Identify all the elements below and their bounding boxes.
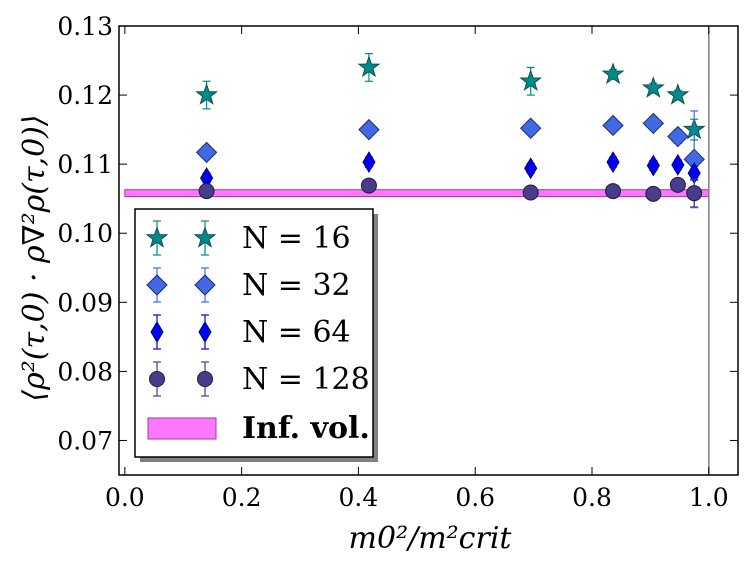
point-n16-1 xyxy=(357,55,381,78)
point-n64-1 xyxy=(362,151,376,174)
point-n32-0 xyxy=(195,141,218,164)
y-tick-label-4: 0.11 xyxy=(57,150,113,179)
point-n32-1 xyxy=(358,118,380,141)
legend-box xyxy=(134,208,374,458)
y-axis-title-group: ⟨ρ²(τ,0) · ρ∇²ρ(τ,0)⟩ xyxy=(17,114,52,401)
point-n128-6 xyxy=(686,185,703,202)
point-n128-1 xyxy=(360,177,377,194)
point-n128-5 xyxy=(669,176,686,193)
x-tick-label-1: 0.2 xyxy=(222,483,262,512)
series-n16 xyxy=(195,53,706,141)
legend-swatch-infvol xyxy=(147,417,217,440)
legend-marker-n64-0 xyxy=(150,321,164,343)
point-n16-5 xyxy=(666,83,690,105)
legend-marker-n128-0 xyxy=(149,371,165,387)
series-n32 xyxy=(195,110,705,209)
x-tick-label-3: 0.6 xyxy=(455,483,495,512)
point-n128-2 xyxy=(522,184,539,201)
legend: N = 16 N = 32 N = 64 N = 128 Inf. vol. xyxy=(134,208,378,462)
legend-label-infvol: Inf. vol. xyxy=(242,411,370,446)
point-n128-4 xyxy=(645,185,662,202)
point-n16-0 xyxy=(195,83,219,105)
point-n64-5 xyxy=(671,153,685,176)
tick-layer: 0.0 0.2 0.4 0.6 0.8 1.0 0.07 0.08 0.09 0.10 0.11 0.… xyxy=(57,12,738,512)
x-tick-label-5: 1.0 xyxy=(689,483,729,512)
x-tick-label-2: 0.4 xyxy=(339,483,379,512)
point-n64-2 xyxy=(524,157,538,180)
x-axis-title: m0²/m²crit xyxy=(349,521,513,556)
series-n64 xyxy=(200,151,701,189)
x-tick-label-0: 0.0 xyxy=(105,483,145,512)
legend-label-n64: N = 64 xyxy=(242,315,351,350)
legend-label-n128: N = 128 xyxy=(242,362,370,397)
y-axis-title: ⟨ρ²(τ,0) · ρ∇²ρ(τ,0)⟩ xyxy=(17,114,52,401)
legend-marker-n16-1 xyxy=(193,225,217,248)
plot-frame xyxy=(118,25,739,476)
legend-marker-n32-1 xyxy=(194,274,216,296)
series-n128 xyxy=(198,176,703,208)
point-n32-3 xyxy=(602,114,624,137)
point-n64-3 xyxy=(606,151,620,174)
y-tick-label-0: 0.07 xyxy=(57,426,113,455)
point-n128-0 xyxy=(198,183,215,200)
legend-marker-n32-0 xyxy=(146,274,168,296)
point-n32-5 xyxy=(667,125,689,148)
legend-marker-n128-1 xyxy=(197,371,213,387)
point-n16-4 xyxy=(641,76,665,98)
point-n16-2 xyxy=(519,69,543,91)
y-tick-label-6: 0.13 xyxy=(57,12,113,41)
y-tick-label-2: 0.09 xyxy=(57,288,113,317)
legend-label-n16: N = 16 xyxy=(242,221,351,256)
point-n16-3 xyxy=(601,62,625,85)
legend-label-n32: N = 32 xyxy=(242,268,351,303)
series-layer xyxy=(195,53,706,209)
y-tick-label-3: 0.10 xyxy=(57,219,113,248)
point-n64-4 xyxy=(646,154,660,177)
x-tick-label-4: 0.8 xyxy=(572,483,612,512)
legend-marker-n64-1 xyxy=(198,321,212,343)
y-tick-label-5: 0.12 xyxy=(57,81,113,110)
y-tick-label-1: 0.08 xyxy=(57,357,113,386)
point-n128-3 xyxy=(605,183,622,200)
legend-marks xyxy=(145,220,217,440)
point-n32-4 xyxy=(642,112,665,135)
legend-marker-n16-0 xyxy=(145,225,169,248)
point-n32-2 xyxy=(519,117,542,139)
